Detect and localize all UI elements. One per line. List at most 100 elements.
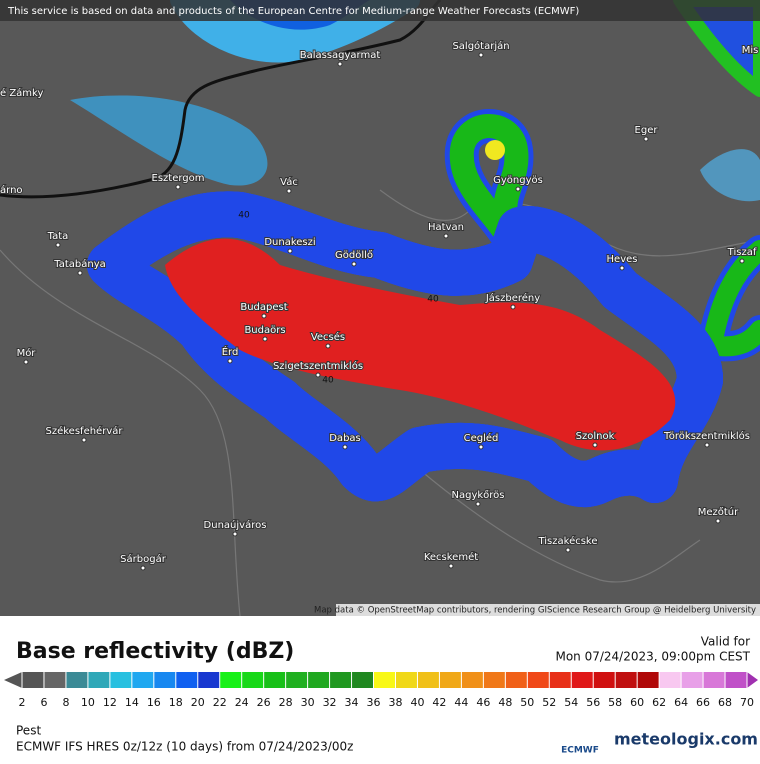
place-label: Érd <box>222 345 239 358</box>
place-label: árno <box>0 184 23 196</box>
place-label: Tatabánya <box>53 258 106 270</box>
place-dot <box>23 359 29 365</box>
place-label: Vác <box>280 176 298 188</box>
tick-label: 38 <box>388 696 402 709</box>
place-dot <box>232 531 238 537</box>
place-label: Dunaújváros <box>204 519 267 531</box>
colorbar-cell <box>373 672 396 688</box>
colorbar-cell <box>219 672 243 688</box>
place-dot <box>262 336 268 342</box>
colorbar-cell <box>197 672 221 688</box>
place-label: Sárbogár <box>120 553 167 565</box>
place-label: Salgótarján <box>452 40 509 52</box>
colorbar-end <box>747 672 758 688</box>
place-label: Hatvan <box>428 222 464 233</box>
valid-time: Mon 07/24/2023, 09:00pm CEST <box>555 650 750 664</box>
precip-echo <box>87 109 760 484</box>
colorbar-cell <box>395 672 418 688</box>
tick-label: 18 <box>169 696 183 709</box>
colorbar-cell <box>637 672 660 688</box>
tick-label: 6 <box>40 696 47 709</box>
place-label: Budaörs <box>244 325 285 336</box>
colorbar-cell <box>417 672 440 688</box>
service-notice: This service is based on data and produc… <box>7 6 579 17</box>
place-label: Tiszaf <box>727 247 757 258</box>
colorbar-cell <box>505 672 528 688</box>
contour-label: 40 <box>238 211 250 221</box>
place-dot <box>475 501 481 507</box>
tick-label: 40 <box>410 696 424 709</box>
valid-label: Valid for <box>701 635 750 649</box>
ecmwf-logo: ECMWF <box>561 746 599 756</box>
tick-label: 46 <box>476 696 490 709</box>
header-bar <box>0 0 760 21</box>
place-label: Tiszakécske <box>537 535 597 547</box>
tick-label: 12 <box>103 696 117 709</box>
place-label: Esztergom <box>152 173 205 184</box>
colorbar: 2 6 8 10 12 14 16 18 20 22 24 26 28 30 32 34 36 38 40 42 44 4… <box>4 672 758 709</box>
tick-label: 58 <box>608 696 622 709</box>
place-label: Gödöllő <box>335 249 373 261</box>
place-dot <box>704 442 710 448</box>
tick-label: 54 <box>564 696 578 709</box>
colorbar-cell <box>461 672 484 688</box>
place-dot <box>443 233 449 239</box>
attribution-bg <box>336 604 760 616</box>
tick-label: 2 <box>19 696 26 709</box>
tick-label: 16 <box>147 696 161 709</box>
tick-label: 60 <box>630 696 644 709</box>
colorbar-cell <box>109 672 133 688</box>
tick-label: 22 <box>213 696 227 709</box>
place-label: é Zámky <box>0 87 43 99</box>
place-label: Dabas <box>329 433 361 444</box>
tick-label: 70 <box>740 696 754 709</box>
place-dot <box>175 184 181 190</box>
place-dot <box>325 343 331 349</box>
tick-label: 28 <box>279 696 293 709</box>
place-dot <box>342 444 348 450</box>
place-label: Kecskemét <box>424 551 478 563</box>
colorbar-cell <box>483 672 506 688</box>
place-dot <box>510 304 516 310</box>
place-dot <box>315 372 321 378</box>
legend-title: Base reflectivity (dBZ) <box>16 639 294 664</box>
tick-label: 42 <box>432 696 446 709</box>
colorbar-cell <box>65 672 89 688</box>
place-dot <box>448 563 454 569</box>
colorbar-cell <box>153 672 177 688</box>
place-dot <box>77 270 83 276</box>
colorbar-cell <box>615 672 638 688</box>
tick-label: 50 <box>520 696 534 709</box>
tick-label: 34 <box>345 696 359 709</box>
tick-label: 10 <box>81 696 95 709</box>
place-dot <box>287 248 293 254</box>
tick-label: 64 <box>674 696 688 709</box>
place-label: Gyöngyös <box>493 175 543 186</box>
colorbar-cell <box>285 672 309 688</box>
colorbar-cell <box>725 672 748 688</box>
colorbar-cell <box>263 672 287 688</box>
place-dot <box>619 265 625 271</box>
colorbar-cell <box>131 672 155 688</box>
tick-label: 26 <box>257 696 271 709</box>
place-label: Szigetszentmiklós <box>273 360 363 372</box>
tick-label: 14 <box>125 696 139 709</box>
tick-label: 56 <box>586 696 600 709</box>
place-label: Székesfehérvár <box>46 425 124 437</box>
place-label: Dunakeszi <box>264 237 315 248</box>
colorbar-cell <box>87 672 111 688</box>
place-label: Eger <box>635 125 659 136</box>
model-info: ECMWF IFS HRES 0z/12z (10 days) from 07/… <box>16 740 353 754</box>
tick-label: 44 <box>454 696 468 709</box>
tick-label: 20 <box>191 696 205 709</box>
colorbar-cell <box>681 672 704 688</box>
colorbar-cell <box>571 672 594 688</box>
tick-label: 30 <box>301 696 315 709</box>
colorbar-cell <box>703 672 726 688</box>
place-label: Mór <box>17 347 37 359</box>
place-dot <box>478 52 484 58</box>
region: Pest <box>16 724 41 738</box>
colorbar-cell <box>439 672 462 688</box>
